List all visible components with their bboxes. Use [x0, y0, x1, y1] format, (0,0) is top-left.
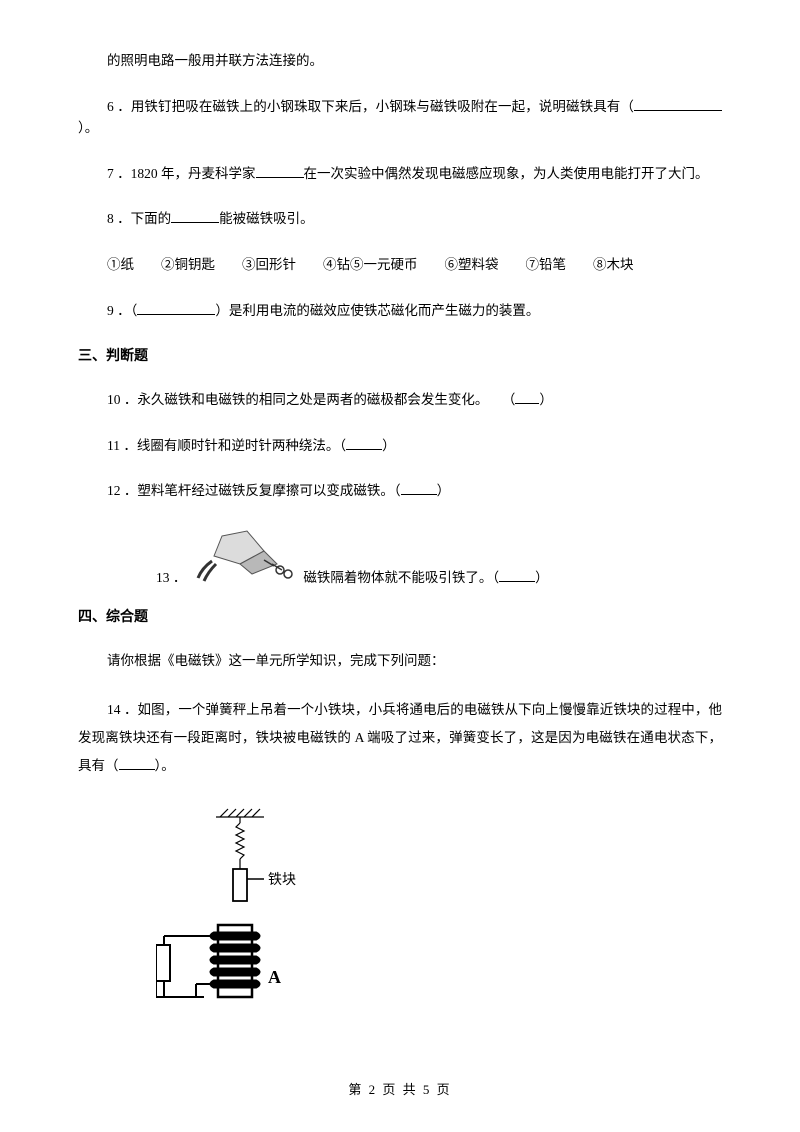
- q12b: ）: [437, 483, 451, 498]
- q13-figure: [192, 526, 297, 586]
- q6-text: 6 ．用铁钉把吸在磁铁上的小钢珠取下来后，小钢珠与磁铁吸附在一起，说明磁铁具有（: [107, 99, 634, 114]
- q10b: ）: [539, 392, 553, 407]
- q13-blank[interactable]: [499, 568, 535, 582]
- q10: 10 ．永久磁铁和电磁铁的相同之处是两者的磁极都会发生变化。 （ ）: [78, 389, 722, 411]
- q14-blank[interactable]: [119, 757, 155, 771]
- q14b: ）。: [155, 758, 175, 773]
- q8b: 能被磁铁吸引。: [219, 211, 314, 226]
- q7: 7 ．1820 年，丹麦科学家 在一次实验中偶然发现电磁感应现象，为人类使用电能打…: [78, 163, 722, 185]
- q8-options: ①纸 ②铜钥匙 ③回形针 ④钻⑤一元硬币 ⑥塑料袋 ⑦铅笔 ⑧木块: [78, 254, 722, 276]
- q13-text: 磁铁隔着物体就不能吸引铁了。（ ）: [303, 566, 548, 586]
- q6-blank[interactable]: [634, 97, 722, 111]
- q9-blank[interactable]: [137, 301, 215, 315]
- section-3-heading: 三、判断题: [78, 345, 722, 365]
- q7b: 在一次实验中偶然发现电磁感应现象，为人类使用电能打开了大门。: [304, 166, 709, 181]
- q12: 12 ．塑料笔杆经过磁铁反复摩擦可以变成磁铁。（ ）: [78, 480, 722, 502]
- q6: 6 ．用铁钉把吸在磁铁上的小钢珠取下来后，小钢珠与磁铁吸附在一起，说明磁铁具有（…: [78, 96, 722, 139]
- q10a: 10 ．永久磁铁和电磁铁的相同之处是两者的磁极都会发生变化。 （: [107, 392, 515, 407]
- q8: 8 ．下面的 能被磁铁吸引。: [78, 208, 722, 230]
- q13a: 磁铁隔着物体就不能吸引铁了。（: [303, 570, 499, 585]
- q13-row: 13 ． 磁铁隔着物体就不能吸引铁了。（ ）: [78, 526, 722, 586]
- q12a: 12 ．塑料笔杆经过磁铁反复摩擦可以变成磁铁。（: [107, 483, 401, 498]
- q8a: 8 ．下面的: [107, 211, 171, 226]
- section-4-heading: 四、综合题: [78, 606, 722, 626]
- q14-figure: 铁块 A: [156, 805, 326, 1015]
- q7-blank[interactable]: [256, 164, 304, 178]
- iron-label: 铁块: [268, 872, 296, 888]
- q13-prefix: 13 ．: [156, 566, 186, 586]
- q9: 9 ．（ ）是利用电流的磁效应使铁芯磁化而产生磁力的装置。: [78, 300, 722, 322]
- q13b: ）: [535, 570, 549, 585]
- q9a: 9 ．（: [107, 303, 137, 318]
- q6-tail: ）。: [78, 120, 98, 135]
- page-footer: 第 2 页 共 5 页: [0, 1079, 800, 1098]
- q9b: ）是利用电流的磁效应使铁芯磁化而产生磁力的装置。: [215, 303, 539, 318]
- q11b: ）: [382, 438, 396, 453]
- a-label: A: [268, 967, 281, 987]
- q8-blank[interactable]: [171, 210, 219, 224]
- q14: 14 ．如图，一个弹簧秤上吊着一个小铁块，小兵将通电后的电磁铁从下向上慢慢靠近铁…: [78, 696, 722, 781]
- q14-figure-wrap: 铁块 A: [78, 805, 722, 1015]
- q7a: 7 ．1820 年，丹麦科学家: [107, 166, 256, 181]
- q11-blank[interactable]: [346, 436, 382, 450]
- q12-blank[interactable]: [401, 482, 437, 496]
- q11a: 11 ．线圈有顺时针和逆时针两种绕法。（: [107, 438, 346, 453]
- section-4-intro: 请你根据《电磁铁》这一单元所学知识，完成下列问题：: [78, 650, 722, 672]
- intro-line: 的照明电路一般用并联方法连接的。: [78, 50, 722, 72]
- q11: 11 ．线圈有顺时针和逆时针两种绕法。（ ）: [78, 435, 722, 457]
- q10-blank[interactable]: [515, 391, 539, 405]
